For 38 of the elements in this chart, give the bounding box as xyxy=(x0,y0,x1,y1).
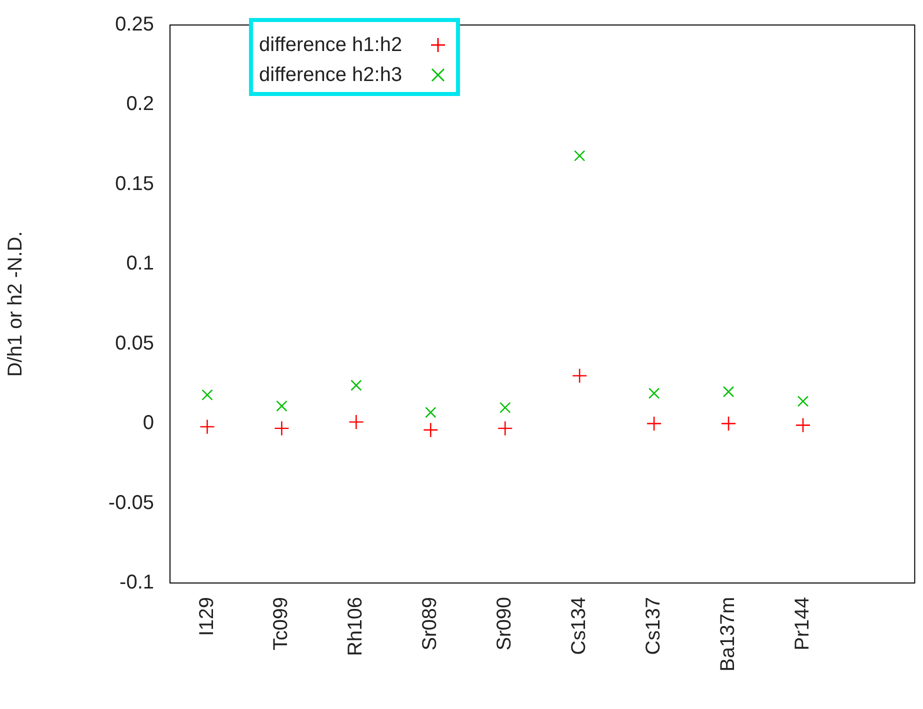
y-tick-label: 0.15 xyxy=(115,172,154,195)
x-tick-label: Sr090 xyxy=(494,597,516,650)
x-tick-label: I129 xyxy=(196,597,218,636)
point xyxy=(200,419,215,434)
point xyxy=(422,422,438,438)
point xyxy=(720,416,736,432)
y-axis-title: D/h1 or h2 -N.D. xyxy=(4,231,27,377)
y-tick-label: 0.05 xyxy=(115,332,154,354)
point xyxy=(722,386,734,398)
x-tick-label: Tc099 xyxy=(270,597,292,650)
point xyxy=(350,380,362,391)
y-tick-label: 0.25 xyxy=(115,14,154,36)
point xyxy=(497,420,513,436)
point xyxy=(348,414,364,430)
point xyxy=(572,368,588,384)
point xyxy=(646,416,662,432)
legend-label: difference h2:h3 xyxy=(259,64,402,86)
y-tick-label: 0.2 xyxy=(126,93,154,116)
x-tick-label: Rh106 xyxy=(344,597,367,656)
point xyxy=(274,420,290,436)
point xyxy=(202,389,213,400)
legend-label: difference h1:h2 xyxy=(259,34,402,56)
point xyxy=(425,406,436,418)
point xyxy=(500,402,511,414)
x-tick-label: Cs137 xyxy=(642,597,665,655)
y-tick-label: 0.1 xyxy=(126,252,154,275)
y-tick-label: -0.05 xyxy=(108,492,154,514)
x-tick-label: Sr089 xyxy=(419,597,442,650)
x-tick-label: Ba137m xyxy=(717,597,740,672)
y-tick-label: 0 xyxy=(142,412,154,434)
point xyxy=(648,388,660,399)
x-tick-label: Cs134 xyxy=(568,597,590,655)
x-tick-label: Pr144 xyxy=(792,597,814,650)
point xyxy=(795,418,811,433)
point xyxy=(574,150,586,162)
y-tick-label: -0.1 xyxy=(120,572,154,594)
point xyxy=(276,400,288,412)
point xyxy=(797,396,809,407)
